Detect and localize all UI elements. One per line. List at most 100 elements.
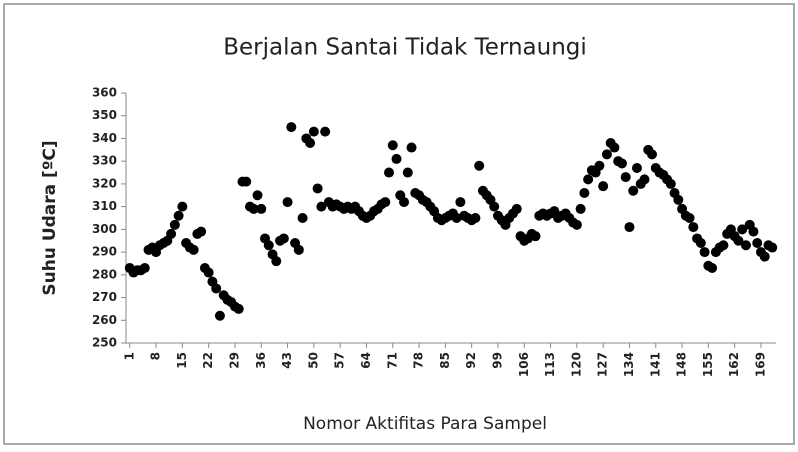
y-tick-label: 330 xyxy=(92,154,117,168)
data-point xyxy=(263,240,274,251)
data-point xyxy=(297,213,308,223)
data-point xyxy=(620,172,631,183)
data-point xyxy=(139,263,150,273)
data-point xyxy=(308,126,319,137)
x-tick-label: 127 xyxy=(596,352,610,377)
data-point xyxy=(474,160,485,171)
data-point xyxy=(511,203,522,214)
data-point xyxy=(177,201,188,212)
data-point xyxy=(406,142,417,153)
y-tick-label: 250 xyxy=(92,336,117,350)
data-point xyxy=(489,201,500,212)
data-point xyxy=(312,183,323,194)
chart-frame xyxy=(3,3,795,445)
y-tick-label: 310 xyxy=(92,199,117,213)
x-tick-label: 106 xyxy=(517,352,531,377)
x-tick-label: 155 xyxy=(701,352,715,377)
data-point xyxy=(196,226,207,237)
data-point xyxy=(575,203,586,214)
y-tick-label: 340 xyxy=(92,131,117,145)
x-tick-label: 162 xyxy=(727,352,741,377)
data-point xyxy=(583,174,594,185)
data-point xyxy=(320,126,331,137)
y-tick-label: 350 xyxy=(92,108,117,122)
x-tick-label: 64 xyxy=(359,352,373,369)
x-tick-label: 99 xyxy=(490,352,504,369)
x-tick-label: 85 xyxy=(438,352,452,369)
data-point xyxy=(455,197,466,208)
data-point xyxy=(203,267,214,278)
data-point xyxy=(211,283,222,294)
data-point xyxy=(402,167,413,178)
data-point xyxy=(530,231,541,242)
x-tick-label: 57 xyxy=(333,352,347,369)
data-point xyxy=(305,138,316,148)
data-point xyxy=(665,178,676,189)
x-tick-label: 15 xyxy=(175,352,189,369)
data-point xyxy=(579,188,590,198)
data-point xyxy=(256,203,267,214)
data-point xyxy=(628,185,639,196)
x-tick-label: 22 xyxy=(201,352,215,369)
data-point xyxy=(571,219,582,230)
x-tick-label: 134 xyxy=(622,352,636,377)
data-point xyxy=(594,160,605,171)
x-tick-label: 169 xyxy=(753,352,767,377)
y-tick-label: 290 xyxy=(92,245,117,259)
data-point xyxy=(188,244,199,255)
data-point xyxy=(391,153,402,164)
data-point xyxy=(278,233,289,244)
data-point xyxy=(718,240,729,251)
x-tick-label: 43 xyxy=(280,352,294,369)
x-axis-label: Nomor Aktifitas Para Sampel xyxy=(303,414,547,434)
x-tick-label: 92 xyxy=(464,352,478,369)
x-tick-label: 29 xyxy=(227,352,241,369)
data-point xyxy=(740,240,751,251)
data-point xyxy=(169,219,180,230)
data-point xyxy=(752,238,763,248)
x-tick-label: 8 xyxy=(149,352,163,360)
data-point xyxy=(248,203,259,214)
data-point xyxy=(759,251,770,262)
x-tick-label: 141 xyxy=(648,352,662,377)
data-point xyxy=(252,190,263,201)
x-tick-label: 120 xyxy=(569,352,583,377)
data-point xyxy=(699,247,710,258)
chart-title: Berjalan Santai Tidak Ternaungi xyxy=(223,35,587,61)
data-point xyxy=(624,222,635,233)
x-tick-label: 148 xyxy=(675,352,689,377)
data-point xyxy=(387,140,398,151)
data-point xyxy=(399,197,410,208)
data-point xyxy=(748,226,759,237)
data-point xyxy=(598,181,609,192)
x-tick-label: 78 xyxy=(412,352,426,369)
data-point xyxy=(470,213,481,223)
y-tick-label: 300 xyxy=(92,222,117,236)
data-point xyxy=(767,242,778,253)
y-tick-label: 320 xyxy=(92,176,117,190)
x-tick-label: 113 xyxy=(543,352,557,377)
x-tick-label: 36 xyxy=(254,352,268,369)
data-point xyxy=(688,222,699,233)
data-point xyxy=(639,174,650,185)
data-point xyxy=(241,176,252,187)
data-point xyxy=(173,210,184,221)
data-point xyxy=(733,235,744,246)
data-point xyxy=(380,197,391,208)
y-tick-label: 270 xyxy=(92,290,117,304)
data-point xyxy=(293,244,304,255)
y-tick-label: 280 xyxy=(92,267,117,281)
x-tick-label: 1 xyxy=(122,352,136,360)
data-point xyxy=(271,256,282,267)
data-point xyxy=(282,197,293,208)
data-point xyxy=(286,122,297,133)
y-tick-label: 360 xyxy=(92,86,117,100)
x-tick-label: 50 xyxy=(306,352,320,369)
data-point xyxy=(707,263,718,273)
data-point xyxy=(647,149,658,160)
data-point xyxy=(166,228,177,239)
data-point xyxy=(616,158,627,169)
data-point xyxy=(233,303,244,314)
